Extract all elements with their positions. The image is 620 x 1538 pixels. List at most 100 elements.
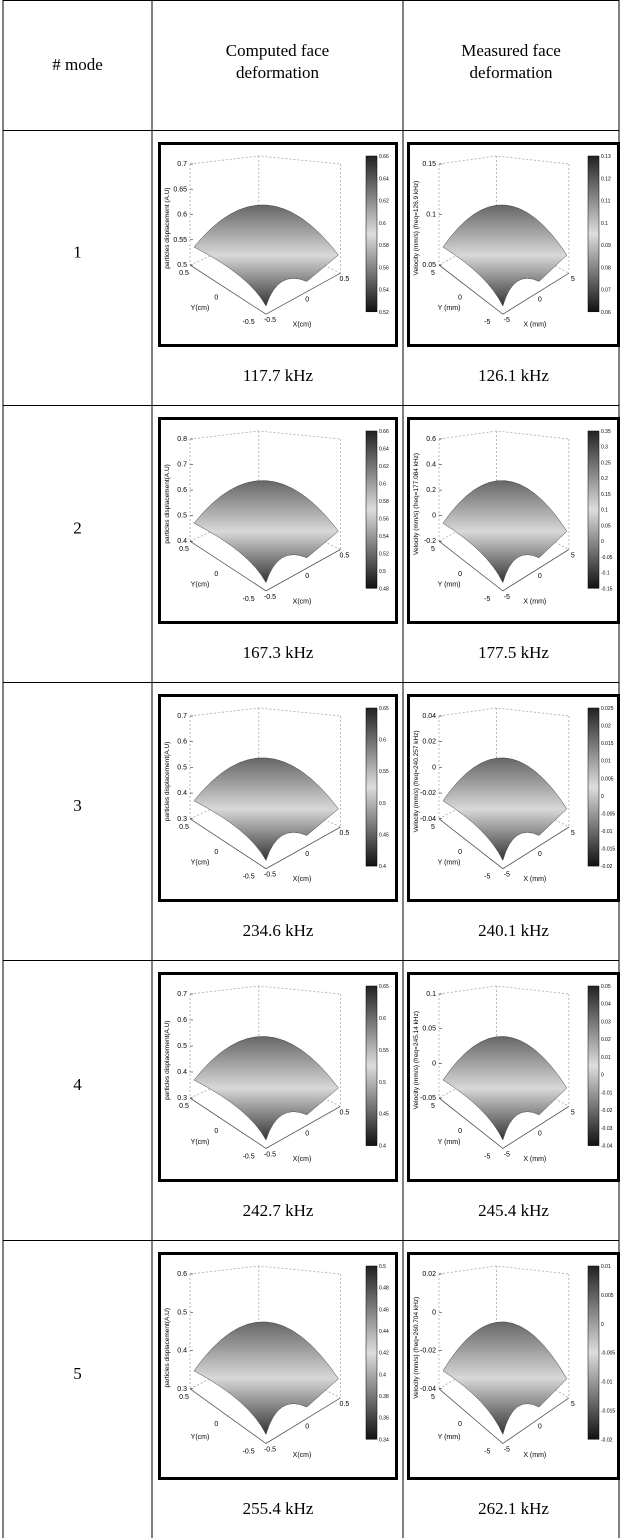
colorbar-tick-label: 0.42 xyxy=(379,1351,389,1357)
x-tick-label: 0.5 xyxy=(340,1401,350,1408)
x-tick-label: -5 xyxy=(504,317,510,324)
colorbar-tick-label: 0.38 xyxy=(379,1394,389,1400)
y-axis-label: Y(cm) xyxy=(191,860,210,867)
x-tick-label: 5 xyxy=(571,830,575,837)
colorbar-tick-label: 0.48 xyxy=(379,586,389,592)
colorbar-tick-label: 0.02 xyxy=(601,724,611,730)
x-tick-label: 0 xyxy=(305,1130,309,1137)
colorbar-tick-label: -0.15 xyxy=(601,586,613,592)
colorbar xyxy=(587,707,600,867)
colorbar-tick-label: 0.64 xyxy=(379,446,389,452)
y-tick-label: 0 xyxy=(214,1128,218,1135)
header-cell: Measured face deformation xyxy=(461,41,561,82)
axis-floor xyxy=(189,540,341,592)
computed-plot: 0.3 0.4 0.5 0.6 particles displacement(A.U) 0… xyxy=(158,1252,398,1480)
z-tick-label: 0.4 xyxy=(426,462,436,469)
y-axis-label: Y(cm) xyxy=(191,1434,210,1441)
z-tick-label: 0.3 xyxy=(177,1386,187,1393)
colorbar-tick-label: 0.13 xyxy=(601,154,611,160)
colorbar-tick-label: -0.03 xyxy=(601,1126,613,1132)
z-tick-label: 0.4 xyxy=(177,1069,187,1076)
colorbar-tick-label: -0.02 xyxy=(601,864,613,870)
z-tick-label: 0.05 xyxy=(422,1026,436,1033)
z-tick-label: 0.4 xyxy=(177,790,187,797)
colorbar-tick-label: 0.45 xyxy=(379,832,389,838)
z-tick-label: 0.7 xyxy=(177,713,187,720)
colorbar-tick-label: 0.01 xyxy=(601,759,611,765)
frequency: 117.7 kHz xyxy=(243,366,314,385)
measured-plot: -0.2 0 0.2 0.4 0.6 Velocity (mm/s) (freq=177.… xyxy=(407,417,620,624)
y-tick-label: 0 xyxy=(458,295,462,302)
colorbar-tick-label: -0.02 xyxy=(601,1108,613,1114)
x-tick-label: 0.5 xyxy=(340,830,350,837)
colorbar-tick-label: 0.34 xyxy=(379,1437,389,1443)
z-tick-label: 0.7 xyxy=(177,991,187,998)
colorbar xyxy=(587,1265,600,1440)
surface xyxy=(193,1321,339,1436)
colorbar-tick-label: 0.56 xyxy=(379,265,389,271)
surface xyxy=(193,1036,339,1141)
z-axis-label: Velocity (mm/s) (freq=126.9 kHz) xyxy=(413,181,420,276)
mode-number: 1 xyxy=(73,243,82,262)
colorbar-tick-label: 0 xyxy=(601,794,604,800)
y-tick-label: 0 xyxy=(214,571,218,578)
frequency: 242.7 kHz xyxy=(243,1201,314,1220)
colorbar-tick-label: 0.005 xyxy=(601,1293,614,1299)
x-axis-label: X(cm) xyxy=(293,598,312,605)
colorbar-tick-label: 0.52 xyxy=(379,310,389,316)
colorbar xyxy=(365,1265,378,1440)
colorbar-tick-label: 0.6 xyxy=(379,1016,386,1022)
y-axis-label: Y (mm) xyxy=(438,305,461,312)
frequency: 240.1 kHz xyxy=(478,921,549,940)
z-tick-label: 0.6 xyxy=(426,436,436,443)
colorbar-tick-label: 0.54 xyxy=(379,534,389,540)
z-tick-label: 0.3 xyxy=(177,816,187,823)
axis-floor xyxy=(438,818,570,870)
z-tick-label: -0.04 xyxy=(420,1386,436,1393)
colorbar-tick-label: 0.5 xyxy=(379,569,386,575)
colorbar-tick-label: 0.6 xyxy=(379,221,386,227)
colorbar xyxy=(587,985,600,1146)
x-tick-label: -0.5 xyxy=(264,594,276,601)
z-axis-label: particles displacement(A.U) xyxy=(164,1020,171,1099)
z-tick-label: 0.7 xyxy=(177,161,187,168)
frequency: 255.4 kHz xyxy=(243,1499,314,1518)
colorbar xyxy=(365,985,378,1146)
z-tick-label: 0.55 xyxy=(173,237,187,244)
surface xyxy=(193,757,339,862)
y-axis-label: Y(cm) xyxy=(191,582,210,589)
colorbar-tick-label: -0.05 xyxy=(601,555,613,561)
colorbar-tick-label: 0.64 xyxy=(379,176,389,182)
colorbar-tick-label: 0.52 xyxy=(379,551,389,557)
colorbar-tick-label: 0.48 xyxy=(379,1286,389,1292)
y-tick-label: 0.5 xyxy=(179,546,189,553)
z-tick-label: 0.5 xyxy=(177,764,187,771)
y-tick-label: 0 xyxy=(458,1421,462,1428)
z-tick-label: 0 xyxy=(432,1060,436,1067)
measured-plot: -0.05 0 0.05 0.1 Velocity (mm/s) (freq=245.1… xyxy=(407,972,620,1182)
y-tick-label: -0.5 xyxy=(243,1153,255,1160)
axis-box xyxy=(438,1265,570,1399)
z-tick-label: 0.1 xyxy=(426,212,436,219)
z-tick-label: 0 xyxy=(432,1309,436,1316)
colorbar-tick-label: 0.56 xyxy=(379,516,389,522)
z-tick-label: 0.5 xyxy=(177,1309,187,1316)
y-tick-label: 0.5 xyxy=(179,270,189,277)
y-tick-label: -0.5 xyxy=(243,1449,255,1456)
surface xyxy=(193,480,339,584)
z-axis-label: Velocity (mm/s) (freq=177.084 kHz) xyxy=(413,453,420,555)
header-line: Computed face xyxy=(226,41,329,60)
y-tick-label: 0 xyxy=(214,1421,218,1428)
colorbar-tick-label: 0.07 xyxy=(601,288,611,294)
z-tick-label: 0 xyxy=(432,764,436,771)
x-tick-label: 0 xyxy=(538,297,542,304)
y-axis-label: Y (mm) xyxy=(438,860,461,867)
colorbar-tick-label: 0.01 xyxy=(601,1055,611,1061)
colorbar-tick-label: 0.04 xyxy=(601,1002,611,1008)
y-tick-label: 0 xyxy=(214,849,218,856)
mode-number: 2 xyxy=(73,519,82,538)
frequency: 177.5 kHz xyxy=(478,643,549,662)
